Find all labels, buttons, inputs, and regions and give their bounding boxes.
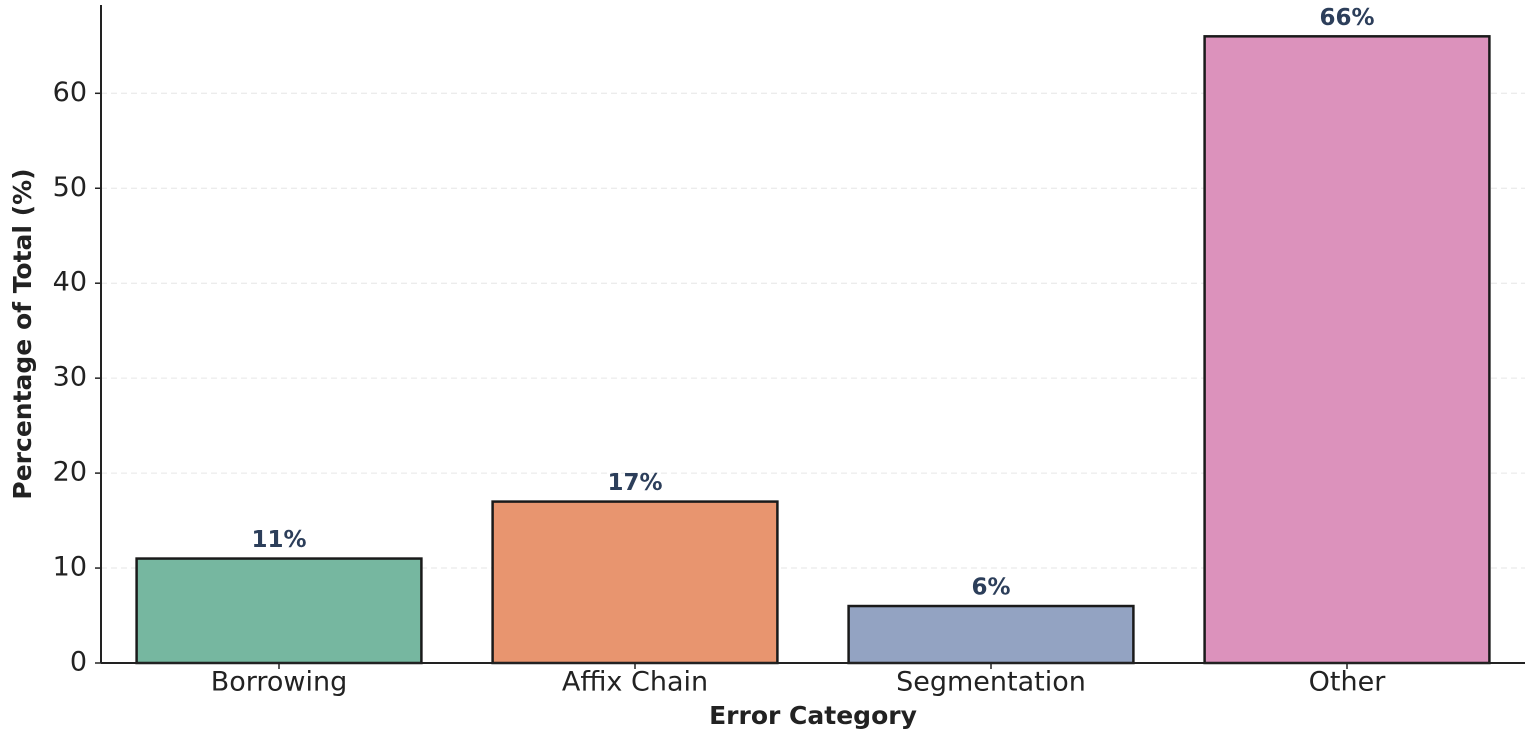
y-tick-label: 30 — [53, 362, 87, 393]
y-tick-label: 0 — [70, 647, 87, 678]
x-tick-label: Other — [1309, 667, 1387, 698]
x-tick-label: Borrowing — [211, 667, 348, 698]
value-label: 6% — [971, 575, 1010, 601]
bar — [847, 604, 1135, 665]
y-axis-label: Percentage of Total (%) — [8, 168, 37, 499]
value-label: 66% — [1319, 5, 1374, 31]
x-tick-label: Segmentation — [896, 667, 1086, 698]
y-tick-label: 20 — [53, 457, 87, 488]
value-label: 11% — [251, 527, 306, 553]
value-label: 17% — [607, 470, 662, 496]
bar — [491, 500, 779, 665]
y-tick-label: 40 — [53, 267, 87, 298]
x-tick-label: Affix Chain — [562, 667, 708, 698]
y-tick-label: 50 — [53, 172, 87, 203]
x-axis-label: Error Category — [709, 701, 917, 730]
bar — [135, 557, 423, 665]
y-tick-label: 10 — [53, 552, 87, 583]
y-tick-label: 60 — [53, 77, 87, 108]
bar — [1203, 35, 1491, 665]
